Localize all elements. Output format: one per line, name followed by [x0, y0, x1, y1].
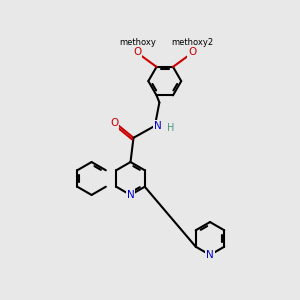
Text: O: O	[188, 47, 196, 58]
Text: O: O	[110, 118, 118, 128]
Text: N: N	[206, 250, 214, 260]
Text: methoxy: methoxy	[119, 38, 156, 47]
Text: H: H	[167, 123, 175, 133]
Text: N: N	[154, 121, 162, 131]
Text: O: O	[133, 47, 141, 58]
Text: methoxy2: methoxy2	[171, 38, 213, 47]
Text: N: N	[127, 190, 134, 200]
